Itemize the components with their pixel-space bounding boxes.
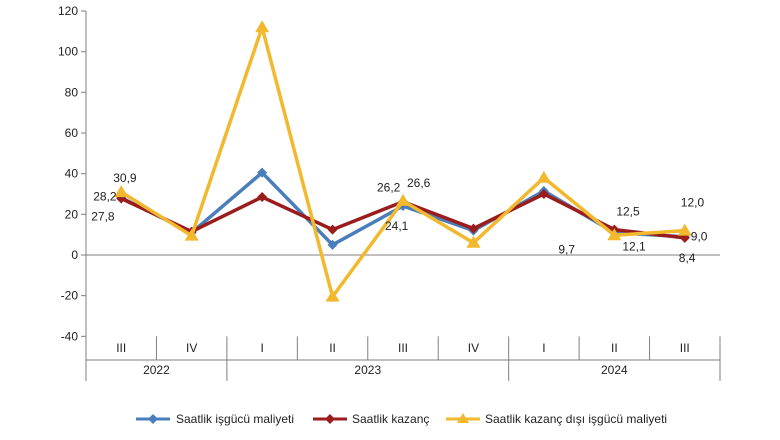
series-marker <box>255 20 270 33</box>
data-label: 12,0 <box>681 196 705 210</box>
data-label: 28,2 <box>93 190 117 204</box>
x-tick-label: II <box>329 341 336 355</box>
x-tick-label: I <box>260 341 263 355</box>
x-tick-label: III <box>680 341 690 355</box>
legend-marker <box>148 414 158 424</box>
y-tick-label: -20 <box>61 289 79 303</box>
chart-data-labels: 30,9 28,2 27,8 26,2 26,6 24,1 12,5 9,7 12,1 12,0 9… <box>91 171 708 265</box>
legend-marker <box>457 413 469 423</box>
series-marker <box>114 185 129 198</box>
series-marker <box>184 228 199 241</box>
data-label: 26,6 <box>407 176 431 190</box>
y-tick-label: -40 <box>61 329 79 343</box>
y-tick-label: 120 <box>58 4 78 18</box>
legend-label: Saatlik kazanç <box>352 412 429 426</box>
x-tick-label: IV <box>468 341 479 355</box>
data-label: 8,4 <box>679 251 696 265</box>
x-tick-label: IV <box>186 341 197 355</box>
year-label: 2022 <box>143 363 170 377</box>
series-marker <box>327 224 338 235</box>
year-label: 2024 <box>601 363 628 377</box>
x-tick-label: III <box>398 341 408 355</box>
y-tick-label: 60 <box>65 126 79 140</box>
data-label: 27,8 <box>91 209 115 223</box>
y-tick-label: 80 <box>65 85 79 99</box>
series-marker <box>468 223 479 234</box>
series-marker <box>325 289 340 302</box>
y-tick-label: 40 <box>65 167 79 181</box>
series-marker <box>538 189 549 199</box>
data-label: 9,7 <box>558 242 575 256</box>
legend-label: Saatlik kazanç dışı işgücü maliyeti <box>485 412 667 426</box>
year-label: 2023 <box>354 363 381 377</box>
data-label: 30,9 <box>113 171 137 185</box>
data-label: 24,1 <box>385 219 409 233</box>
y-tick-label: 20 <box>65 207 79 221</box>
data-label: 9,0 <box>691 230 708 244</box>
legend-label: Saatlik işgücü maliyeti <box>176 412 294 426</box>
series-line <box>120 21 685 301</box>
data-label: 12,5 <box>616 205 640 219</box>
y-tick-label: 0 <box>71 248 78 262</box>
series-marker <box>327 239 338 250</box>
series-marker <box>396 193 410 206</box>
x-tick-label: II <box>611 341 618 355</box>
x-tick-label: I <box>542 341 545 355</box>
legend-marker <box>325 414 335 424</box>
series-marker <box>607 228 622 241</box>
series-marker <box>677 223 692 236</box>
series-marker <box>257 192 268 203</box>
series-marker <box>466 235 481 248</box>
series-marker <box>257 167 268 178</box>
y-tick-label: 100 <box>58 45 78 59</box>
data-label: 12,1 <box>622 239 646 253</box>
chart-series-lines <box>114 20 692 302</box>
chart-legend: Saatlik işgücü maliyeti Saatlik kazanç Saa… <box>136 412 667 426</box>
series-marker <box>536 170 551 183</box>
x-tick-label: III <box>116 341 126 355</box>
data-label: 26,2 <box>377 181 401 195</box>
